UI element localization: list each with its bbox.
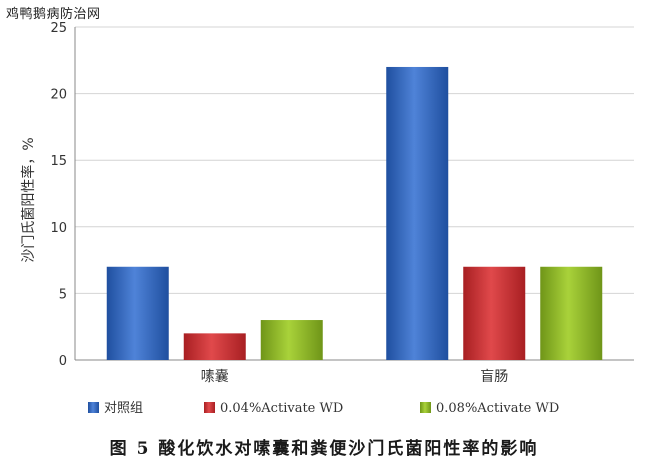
bars [106,66,603,361]
y-tick-label: 0 [59,354,67,369]
y-tick-labels: 0 5 10 15 20 25 [50,21,67,369]
legend: 对照组 0.04%Activate WD 0.08%Activate WD [88,401,559,416]
x-tick-label: 嗉囊 [201,368,229,385]
x-tick-label: 盲肠 [480,368,508,385]
legend-swatch [88,402,99,413]
bar-chart: 0 5 10 15 20 25 嗉囊 盲肠 沙门氏菌阳性率，% 对照组 0.04%Activa… [20,21,634,416]
y-tick-label: 10 [50,221,67,236]
y-tick-label: 5 [59,287,67,302]
watermark: 鸡鸭鹅病防治网 [6,7,101,22]
legend-label: 对照组 [104,401,143,416]
bar [386,66,449,361]
x-tick-labels: 嗉囊 盲肠 [201,368,509,385]
legend-swatch [420,402,431,413]
figure-caption: 图 5 酸化饮水对嗉囊和粪便沙门氏菌阳性率的影响 [109,439,539,459]
bar [260,320,323,360]
y-tick-label: 25 [50,21,67,36]
grid-lines [75,26,634,294]
y-axis-label: 沙门氏菌阳性率，% [20,137,37,262]
y-tick-label: 20 [50,88,67,103]
legend-label: 0.08%Activate WD [436,401,559,416]
y-tick-label: 15 [50,154,67,169]
bar [183,333,246,360]
bar [106,266,169,360]
legend-label: 0.04%Activate WD [220,401,343,416]
legend-swatch [204,402,215,413]
bar [540,266,603,360]
bar [463,266,526,360]
